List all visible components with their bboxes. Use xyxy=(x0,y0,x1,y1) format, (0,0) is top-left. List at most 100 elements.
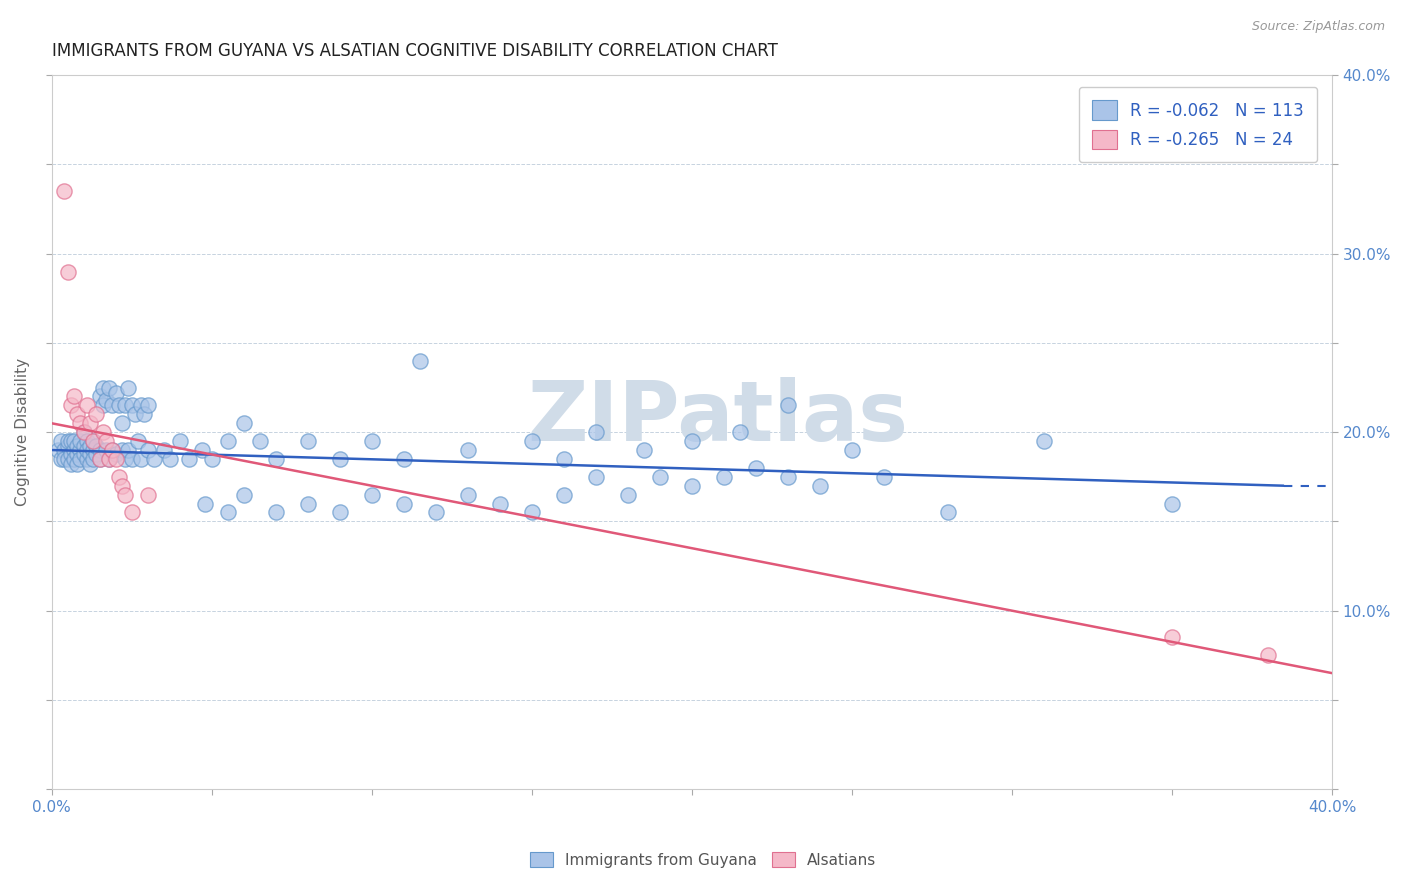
Point xyxy=(114,398,136,412)
Point xyxy=(56,440,79,454)
Point xyxy=(82,434,104,449)
Point xyxy=(91,398,114,412)
Point xyxy=(121,452,143,467)
Point xyxy=(808,479,831,493)
Legend: Immigrants from Guyana, Alsatians: Immigrants from Guyana, Alsatians xyxy=(522,844,884,875)
Point xyxy=(53,452,76,467)
Point xyxy=(114,452,136,467)
Point xyxy=(648,470,671,484)
Point xyxy=(129,452,152,467)
Point xyxy=(79,440,101,454)
Point xyxy=(89,452,111,467)
Point xyxy=(713,470,735,484)
Point xyxy=(59,447,82,461)
Point xyxy=(553,488,575,502)
Point xyxy=(98,380,121,394)
Point xyxy=(616,488,638,502)
Point xyxy=(745,461,768,475)
Point xyxy=(79,447,101,461)
Point xyxy=(107,398,129,412)
Point xyxy=(82,452,104,467)
Point xyxy=(457,488,479,502)
Point xyxy=(66,458,89,472)
Point xyxy=(53,184,76,198)
Point xyxy=(114,488,136,502)
Point xyxy=(98,452,121,467)
Point xyxy=(179,452,201,467)
Point xyxy=(72,425,94,439)
Point xyxy=(127,434,149,449)
Point xyxy=(101,443,124,458)
Point xyxy=(1033,434,1056,449)
Point xyxy=(121,398,143,412)
Point xyxy=(79,458,101,472)
Point xyxy=(425,506,447,520)
Point xyxy=(408,353,430,368)
Point xyxy=(1161,497,1184,511)
Point xyxy=(69,434,91,449)
Point xyxy=(111,443,134,458)
Point xyxy=(297,434,319,449)
Point xyxy=(392,497,415,511)
Point xyxy=(56,452,79,467)
Point xyxy=(457,443,479,458)
Point xyxy=(63,434,86,449)
Point xyxy=(200,452,222,467)
Point xyxy=(360,488,382,502)
Point xyxy=(520,506,543,520)
Point xyxy=(63,452,86,467)
Point xyxy=(681,479,703,493)
Point xyxy=(72,425,94,439)
Point xyxy=(392,452,415,467)
Point xyxy=(91,380,114,394)
Point xyxy=(82,434,104,449)
Point xyxy=(249,434,271,449)
Point xyxy=(76,434,98,449)
Text: Source: ZipAtlas.com: Source: ZipAtlas.com xyxy=(1251,20,1385,33)
Point xyxy=(76,452,98,467)
Point xyxy=(633,443,655,458)
Point xyxy=(194,497,217,511)
Point xyxy=(107,470,129,484)
Point xyxy=(69,452,91,467)
Point xyxy=(117,380,139,394)
Point xyxy=(217,434,239,449)
Point xyxy=(1257,648,1279,663)
Point xyxy=(94,443,117,458)
Point xyxy=(86,447,108,461)
Point xyxy=(72,447,94,461)
Y-axis label: Cognitive Disability: Cognitive Disability xyxy=(15,358,30,507)
Point xyxy=(143,452,166,467)
Point xyxy=(776,398,799,412)
Point xyxy=(681,434,703,449)
Point xyxy=(264,506,287,520)
Point xyxy=(101,443,124,458)
Point xyxy=(134,407,156,421)
Point xyxy=(111,479,134,493)
Point xyxy=(159,452,181,467)
Point xyxy=(79,416,101,430)
Point xyxy=(86,440,108,454)
Point xyxy=(111,416,134,430)
Point xyxy=(136,398,159,412)
Point xyxy=(728,425,751,439)
Point xyxy=(69,443,91,458)
Point xyxy=(89,443,111,458)
Point xyxy=(169,434,191,449)
Point xyxy=(232,416,254,430)
Point xyxy=(104,452,127,467)
Point xyxy=(91,425,114,439)
Point xyxy=(94,392,117,407)
Point xyxy=(104,385,127,400)
Point xyxy=(49,434,72,449)
Point xyxy=(86,407,108,421)
Point xyxy=(66,440,89,454)
Point xyxy=(873,470,896,484)
Point xyxy=(46,443,69,458)
Point xyxy=(129,398,152,412)
Text: IMMIGRANTS FROM GUYANA VS ALSATIAN COGNITIVE DISABILITY CORRELATION CHART: IMMIGRANTS FROM GUYANA VS ALSATIAN COGNI… xyxy=(52,42,778,60)
Point xyxy=(72,440,94,454)
Point xyxy=(59,434,82,449)
Point xyxy=(776,470,799,484)
Point xyxy=(104,447,127,461)
